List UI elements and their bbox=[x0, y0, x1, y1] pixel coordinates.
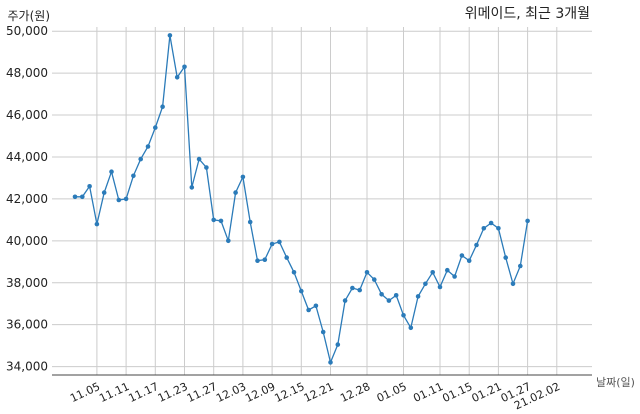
data-point bbox=[328, 360, 333, 365]
grid bbox=[52, 27, 592, 375]
y-tick-label: 42,000 bbox=[6, 192, 48, 206]
data-point bbox=[423, 281, 428, 287]
data-point bbox=[379, 292, 384, 297]
y-tick-label: 36,000 bbox=[6, 318, 48, 332]
x-axis-ticks: 11.0511.1111.1711.2311.2712.0312.0912.15… bbox=[68, 380, 562, 412]
data-point bbox=[240, 174, 246, 180]
x-tick-label: 12.21 bbox=[302, 380, 336, 405]
data-point bbox=[182, 64, 187, 70]
data-point bbox=[335, 342, 341, 347]
data-point bbox=[357, 287, 363, 293]
data-point bbox=[218, 218, 224, 224]
data-point bbox=[415, 294, 421, 299]
data-point bbox=[109, 169, 114, 174]
data-point bbox=[510, 281, 516, 287]
x-tick-label: 01.05 bbox=[375, 380, 409, 405]
data-point bbox=[386, 298, 392, 303]
data-point bbox=[262, 257, 268, 263]
data-point bbox=[160, 104, 165, 109]
data-point bbox=[211, 217, 216, 223]
price-points bbox=[72, 33, 530, 365]
data-point bbox=[299, 288, 304, 294]
data-point bbox=[350, 285, 355, 291]
data-point bbox=[393, 293, 399, 298]
data-point bbox=[518, 263, 523, 269]
data-point bbox=[525, 218, 530, 224]
data-point bbox=[226, 238, 231, 244]
y-tick-label: 34,000 bbox=[6, 360, 48, 374]
data-point bbox=[116, 197, 122, 203]
data-point bbox=[277, 239, 282, 245]
data-point bbox=[204, 165, 209, 170]
data-point bbox=[459, 253, 465, 258]
data-point bbox=[72, 194, 78, 200]
data-point bbox=[320, 329, 326, 335]
data-point bbox=[474, 242, 479, 248]
data-point bbox=[87, 184, 92, 189]
y-tick-label: 38,000 bbox=[6, 276, 48, 290]
data-point bbox=[123, 196, 129, 202]
chart-title: 위메이드, 최근 3개월 bbox=[465, 6, 590, 22]
data-point bbox=[430, 270, 436, 275]
data-point bbox=[291, 270, 297, 275]
data-point bbox=[503, 255, 509, 260]
data-point bbox=[101, 190, 107, 195]
data-point bbox=[153, 125, 158, 130]
data-point bbox=[80, 194, 85, 200]
data-point bbox=[189, 185, 195, 190]
data-point bbox=[247, 219, 253, 225]
x-axis-label: 날짜(일) bbox=[596, 375, 635, 389]
data-point bbox=[313, 303, 319, 309]
data-point bbox=[306, 307, 311, 313]
data-point bbox=[401, 313, 406, 318]
data-point bbox=[408, 325, 414, 331]
data-point bbox=[145, 144, 151, 149]
data-point bbox=[445, 267, 450, 273]
data-point bbox=[437, 284, 443, 290]
data-point bbox=[269, 241, 275, 247]
data-point bbox=[196, 156, 202, 162]
data-point bbox=[466, 258, 472, 264]
data-point bbox=[255, 258, 260, 264]
data-point bbox=[284, 255, 290, 260]
y-axis-ticks: 34,000 36,000 38,000 40,000 42,000 44,000 46,0… bbox=[6, 24, 48, 373]
y-tick-label: 46,000 bbox=[6, 108, 48, 122]
data-point bbox=[372, 277, 377, 282]
data-point bbox=[233, 190, 238, 195]
y-tick-label: 48,000 bbox=[6, 66, 48, 80]
data-point bbox=[131, 173, 136, 179]
data-point bbox=[94, 221, 100, 227]
data-point bbox=[174, 75, 180, 80]
data-point bbox=[496, 226, 501, 231]
data-point bbox=[138, 156, 143, 162]
y-tick-label: 44,000 bbox=[6, 150, 48, 164]
data-point bbox=[452, 274, 457, 279]
data-point bbox=[364, 270, 370, 275]
y-tick-label: 50,000 bbox=[6, 24, 48, 38]
y-tick-label: 40,000 bbox=[6, 234, 48, 248]
data-point bbox=[481, 226, 487, 231]
x-tick-label: 12.28 bbox=[338, 380, 372, 405]
data-point bbox=[167, 33, 173, 38]
data-point bbox=[342, 298, 348, 303]
data-point bbox=[488, 220, 494, 226]
y-axis-label: 주가(원) bbox=[8, 9, 50, 23]
